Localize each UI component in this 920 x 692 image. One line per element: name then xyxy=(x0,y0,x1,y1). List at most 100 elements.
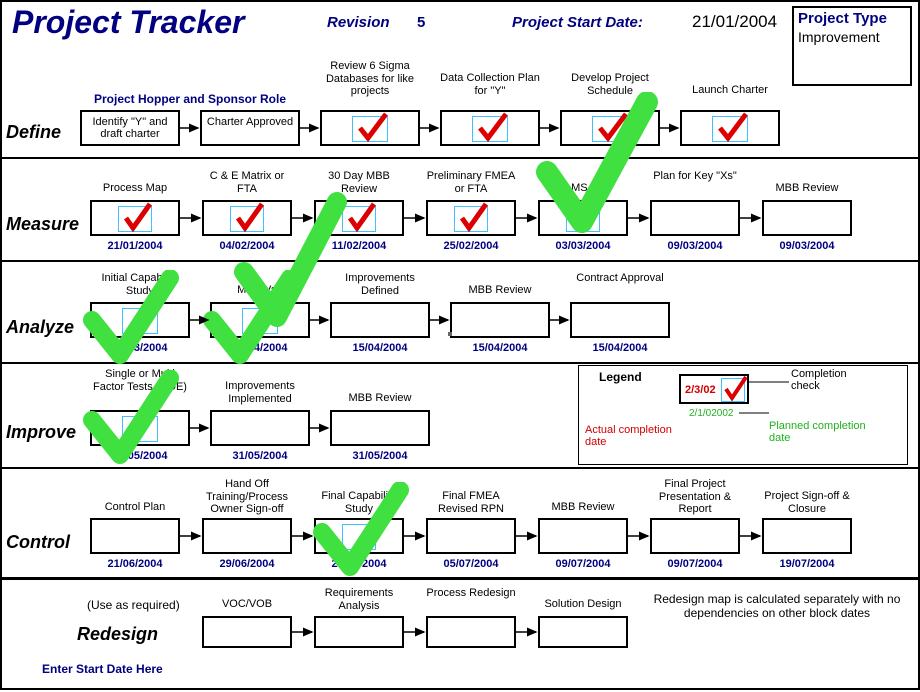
check-red-icon xyxy=(356,110,390,148)
measure-b4-label: Preliminary FMEA or FTA xyxy=(426,170,516,195)
define-box-2-label: Charter Approved xyxy=(207,116,293,128)
measure-b2-label: C & E Matrix or FTA xyxy=(202,170,292,195)
check-red-icon xyxy=(476,110,510,148)
legend-planned-date: 2/1/02002 xyxy=(689,408,734,419)
control-b2-label: Hand Off Training/Process Owner Sign-off xyxy=(202,478,292,516)
redesign-b4 xyxy=(538,616,628,648)
redesign-b1 xyxy=(202,616,292,648)
define-box-3 xyxy=(320,110,420,146)
redesign-b3-label: Process Redesign xyxy=(426,587,516,600)
phase-redesign-label: Redesign xyxy=(77,624,158,645)
enter-start-label: Enter Start Date Here xyxy=(42,662,163,676)
project-type-title: Project Type xyxy=(798,10,906,27)
control-b4-date: 05/07/2004 xyxy=(426,558,516,570)
legend-line1 xyxy=(749,374,789,390)
phase-define-label: Define xyxy=(6,122,61,143)
improve-b3-label: MBB Review xyxy=(330,392,430,405)
check-red-icon xyxy=(122,200,154,238)
control-b1 xyxy=(90,518,180,554)
checkbox-inner xyxy=(566,206,600,232)
measure-b1-date: 21/01/2004 xyxy=(90,240,180,252)
define-box-4-label: Data Collection Plan for "Y" xyxy=(440,72,540,97)
checkbox-inner xyxy=(342,524,376,550)
check-red-icon xyxy=(346,200,378,238)
check-red-icon xyxy=(458,200,490,238)
control-b4 xyxy=(426,518,516,554)
check-red-icon xyxy=(723,374,749,406)
control-b7-date: 19/07/2004 xyxy=(762,558,852,570)
measure-b1-label: Process Map xyxy=(90,182,180,195)
measure-b4-date: 25/02/2004 xyxy=(426,240,516,252)
measure-b5-date: 03/03/2004 xyxy=(538,240,628,252)
analyze-b2 xyxy=(210,302,310,338)
measure-b7-label: MBB Review xyxy=(762,182,852,195)
measure-b5 xyxy=(538,200,628,236)
checkbox-inner xyxy=(122,308,158,334)
redesign-b2 xyxy=(314,616,404,648)
measure-b2 xyxy=(202,200,292,236)
define-box-6 xyxy=(680,110,780,146)
improve-b3-date: 31/05/2004 xyxy=(330,450,430,462)
measure-b6-label: Plan for Key "Xs" xyxy=(650,170,740,183)
redesign-b4-label: Solution Design xyxy=(538,598,628,611)
check-red-icon xyxy=(596,110,630,148)
redesign-use: (Use as required) xyxy=(87,598,180,612)
define-box-5 xyxy=(560,110,660,146)
legend-completion-check: Completion check xyxy=(791,368,871,392)
project-type-box: Project Type Improvement xyxy=(792,6,912,86)
analyze-b1-label: Initial Capability Study xyxy=(90,272,190,297)
improve-b1 xyxy=(90,410,190,446)
analyze-b2-label: Multi-Vari xyxy=(210,284,310,297)
measure-b3 xyxy=(314,200,404,236)
legend-actual-label: Actual completion date xyxy=(585,424,685,448)
legend-line2 xyxy=(739,406,769,420)
control-b1-date: 21/06/2004 xyxy=(90,558,180,570)
control-b4-label: Final FMEA Revised RPN xyxy=(426,490,516,515)
control-b3-label: Final Capability Study xyxy=(314,490,404,515)
analyze-b4-date: 15/04/2004 xyxy=(450,342,550,354)
redesign-b2-label: Requirements Analysis xyxy=(314,587,404,612)
analyze-b3-label: Improvements Defined xyxy=(330,272,430,297)
legend-title: Legend xyxy=(599,370,642,384)
control-b6 xyxy=(650,518,740,554)
measure-b5-label: MSA xyxy=(538,182,628,195)
project-type-value: Improvement xyxy=(798,29,906,45)
measure-b7-date: 09/03/2004 xyxy=(762,240,852,252)
control-b5-label: MBB Review xyxy=(538,501,628,514)
measure-b3-label: 30 Day MBB Review xyxy=(314,170,404,195)
control-b1-label: Control Plan xyxy=(90,501,180,514)
measure-b2-date: 04/02/2004 xyxy=(202,240,292,252)
revision-number: 5 xyxy=(417,14,425,31)
legend-planned-label: Planned completion date xyxy=(769,420,889,444)
start-date-label: Project Start Date: xyxy=(512,14,643,31)
define-box-2: Charter Approved xyxy=(200,110,300,146)
measure-b7 xyxy=(762,200,852,236)
analyze-b4-label: MBB Review xyxy=(450,284,550,297)
check-red-icon xyxy=(234,200,266,238)
analyze-b4 xyxy=(450,302,550,338)
control-b7 xyxy=(762,518,852,554)
phase-analyze-label: Analyze xyxy=(6,317,74,338)
analyze-b3 xyxy=(330,302,430,338)
legend-actual-date: 2/3/02 xyxy=(685,384,716,396)
improve-b3 xyxy=(330,410,430,446)
analyze-b5-date: 15/04/2004 xyxy=(570,342,670,354)
improve-b2-date: 31/05/2004 xyxy=(210,450,310,462)
analyze-b3-date: 15/04/2004 xyxy=(330,342,430,354)
measure-b4 xyxy=(426,200,516,236)
define-box-6-label: Launch Charter xyxy=(680,84,780,97)
improve-b1-label: Single or Multi Factor Tests (DOE) xyxy=(90,368,190,393)
control-b2 xyxy=(202,518,292,554)
define-box-4 xyxy=(440,110,540,146)
start-date-value: 21/01/2004 xyxy=(692,12,777,32)
control-b6-date: 09/07/2004 xyxy=(650,558,740,570)
analyze-b2-date: 07/04/2004 xyxy=(210,342,310,354)
measure-b6-date: 09/03/2004 xyxy=(650,240,740,252)
analyze-b5-label: Contract Approval xyxy=(570,272,670,285)
check-red-icon xyxy=(716,110,750,148)
redesign-b3 xyxy=(426,616,516,648)
control-b3 xyxy=(314,518,404,554)
define-box-1-label: Identify "Y" and draft charter xyxy=(92,116,167,140)
analyze-b1-date: 22/03/2004 xyxy=(90,342,190,354)
redesign-note: Redesign map is calculated separately wi… xyxy=(652,592,902,620)
